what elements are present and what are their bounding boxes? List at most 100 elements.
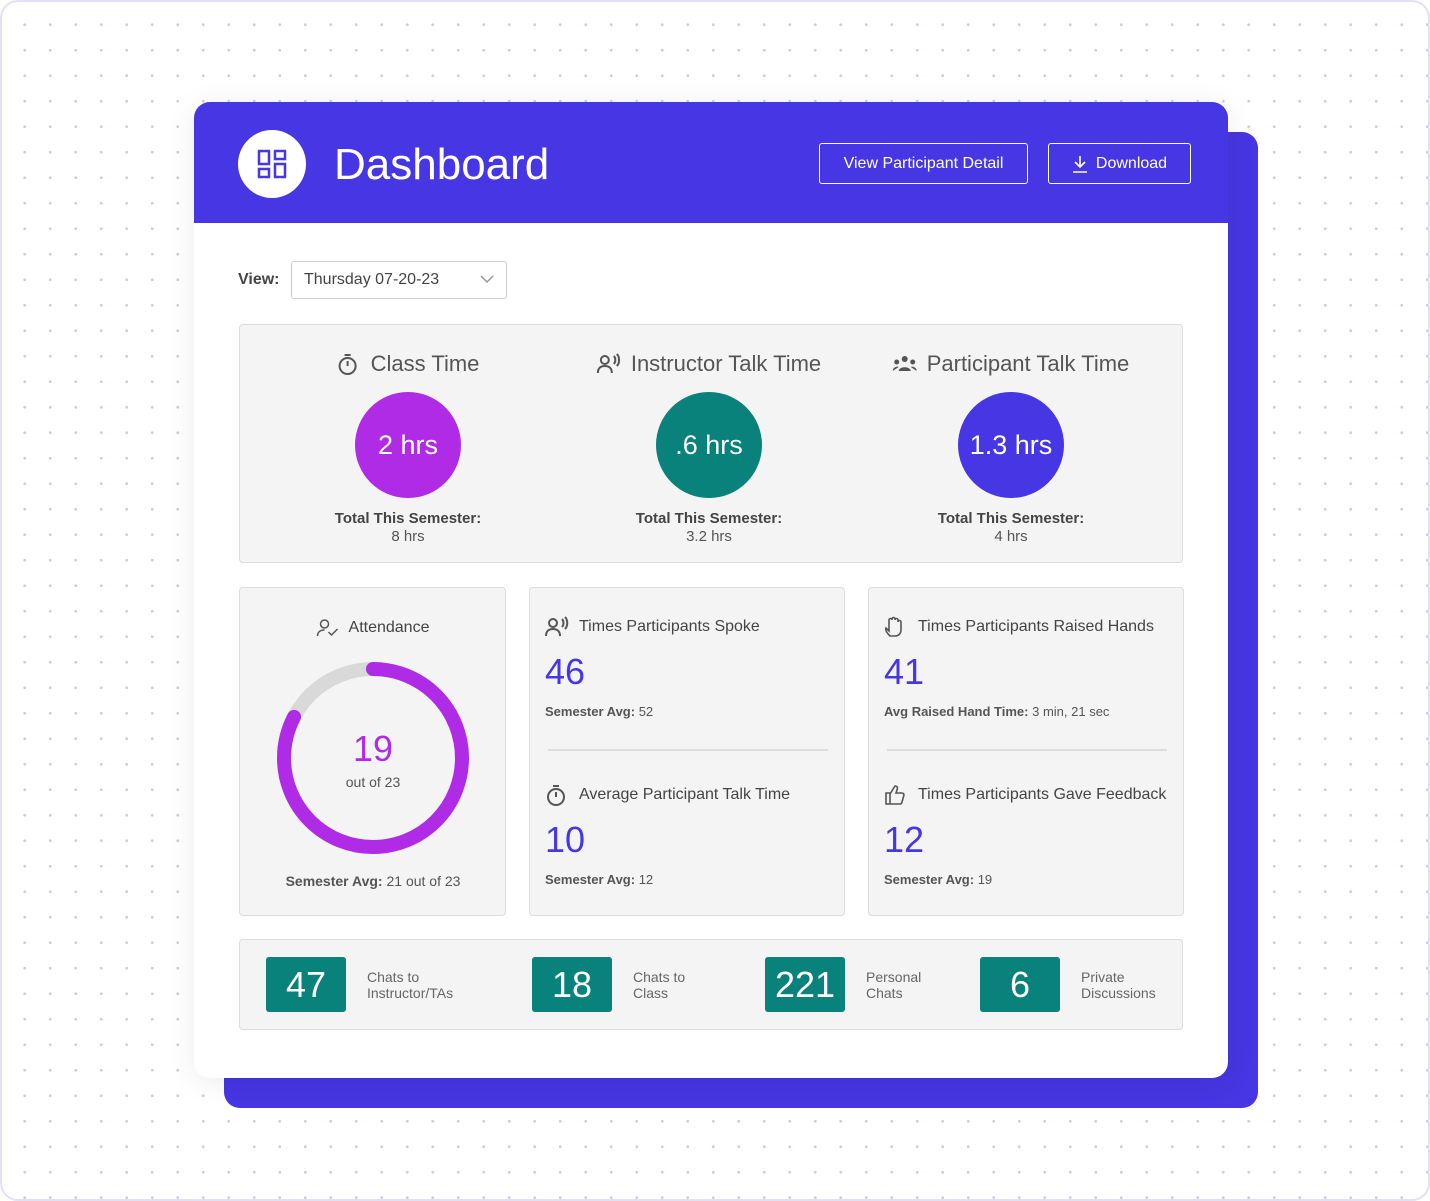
attendance-panel: Attendance 19 out of 23 Semester Avg: 21… <box>239 587 506 916</box>
label-line: Class <box>633 985 669 1001</box>
dashboard-card: Dashboard View Participant Detail Downlo… <box>194 102 1228 1078</box>
divider <box>887 749 1167 751</box>
title-text: Instructor Talk Time <box>630 351 822 376</box>
label-line: Chats <box>866 985 903 1001</box>
attendance-total: out of 23 <box>345 774 401 790</box>
note-label: Semester Avg: <box>545 872 636 887</box>
stat-value: 10 <box>545 819 586 860</box>
summary-total-label: Total This Semester: <box>937 510 1085 527</box>
label-line: Chats to <box>633 969 686 985</box>
summary-circle: .6 hrs <box>656 392 762 498</box>
dashboard-icon <box>238 130 306 198</box>
select-value: Thursday 07-20-23 <box>304 271 440 288</box>
icon <box>892 356 917 371</box>
count-value: 6 <box>1009 963 1031 1005</box>
attendance-ring <box>277 662 469 854</box>
chat-count: 221 <box>765 957 845 1012</box>
stat-note: Avg Raised Hand Time: 3 min, 21 sec <box>884 704 1109 719</box>
summary-circle: 1.3 hrs <box>958 392 1064 498</box>
button-label: Download <box>1095 154 1168 172</box>
chat-count: 47 <box>266 957 346 1012</box>
download-icon <box>1072 155 1087 173</box>
summary-total: 8 hrs <box>391 528 425 545</box>
label-line: Private <box>1081 969 1125 985</box>
note-label: Semester Avg: <box>884 872 975 887</box>
title-text: Times Participants Spoke <box>579 618 760 635</box>
stat-title: Times Participants Spoke <box>545 616 760 638</box>
stat-title: Times Participants Raised Hands <box>884 616 1154 638</box>
stat-title: Times Participants Gave Feedback <box>884 784 1166 806</box>
title-text: Participant Talk Time <box>926 351 1130 376</box>
summary-panel: Class Time 2 hrs Total This Semester: 8 hrs… <box>239 324 1183 563</box>
chat-count: 6 <box>980 957 1060 1012</box>
summary-total-label: Total This Semester: <box>334 510 482 527</box>
count-value: 47 <box>285 963 327 1005</box>
attendance-icon <box>316 619 339 637</box>
stat-note: Semester Avg: 19 <box>884 872 992 887</box>
header: Dashboard View Participant Detail Downlo… <box>194 102 1228 223</box>
note-label: Avg Raised Hand Time: <box>884 704 1029 719</box>
chat-label: Chats to Instructor/TAs <box>367 969 453 1001</box>
icon <box>885 785 905 805</box>
attendance-title: Attendance <box>316 618 430 638</box>
summary-value: 1.3 hrs <box>969 429 1053 460</box>
chat-count: 18 <box>532 957 612 1012</box>
summary-circle: 2 hrs <box>355 392 461 498</box>
page-title: Dashboard <box>334 140 550 189</box>
attendance-arc <box>277 662 469 854</box>
stat-note: Semester Avg: 52 <box>545 704 653 719</box>
label-line: Personal <box>866 969 922 985</box>
title-text: Times Participants Gave Feedback <box>918 786 1167 803</box>
chats-panel: 47 Chats to Instructor/TAs 18 Chats to Class 2… <box>239 939 1183 1030</box>
participant-detail-button[interactable]: View Participant Detail <box>819 143 1028 184</box>
speaking-panel: Times Participants Spoke 46 Semester Avg: … <box>529 587 845 916</box>
note-value: 12 <box>638 872 654 887</box>
title-text: Class Time <box>370 351 480 376</box>
label-line: Instructor/TAs <box>367 985 454 1001</box>
title-text: Times Participants Raised Hands <box>918 618 1154 635</box>
stat-title: Average Participant Talk Time <box>545 784 790 806</box>
icon <box>338 354 357 375</box>
stat-value: 12 <box>884 819 925 860</box>
title-text: Average Participant Talk Time <box>579 786 791 803</box>
summary-total: 4 hrs <box>994 528 1028 545</box>
chevron <box>480 275 494 284</box>
divider <box>548 749 828 751</box>
chat-label: Chats to Class <box>633 969 685 1001</box>
count-value: 18 <box>551 963 593 1005</box>
summary-value: .6 hrs <box>675 429 743 460</box>
download-button[interactable]: Download <box>1048 143 1191 184</box>
icon <box>884 616 902 637</box>
summary-value: 2 hrs <box>377 429 439 460</box>
date-select[interactable]: Thursday 07-20-23 <box>291 261 507 299</box>
title-text: Attendance <box>348 619 430 636</box>
label-line: Discussions <box>1081 985 1156 1001</box>
avg-value: 21 out of 23 <box>386 873 461 889</box>
stat-note: Semester Avg: 12 <box>545 872 653 887</box>
attendance-average: Semester Avg: 21 out of 23 <box>286 873 461 889</box>
summary-total-label: Total This Semester: <box>635 510 783 527</box>
summary-title: Participant Talk Time <box>892 351 1130 377</box>
summary-total: 3.2 hrs <box>686 528 732 545</box>
chat-label: Personal Chats <box>866 969 921 1001</box>
note-value: 52 <box>638 704 654 719</box>
summary-title: Class Time <box>337 351 480 377</box>
icon <box>545 616 569 637</box>
stat-value: 41 <box>884 651 925 692</box>
note-value: 19 <box>977 872 993 887</box>
button-label: View Participant Detail <box>843 154 1004 172</box>
icon <box>596 353 621 374</box>
label-line: Chats to <box>367 969 420 985</box>
avg-label: Semester Avg: <box>285 873 383 889</box>
attendance-value: 19 <box>352 728 394 769</box>
chat-label: Private Discussions <box>1081 969 1156 1001</box>
stat-value: 46 <box>545 651 586 692</box>
hands-panel: Times Participants Raised Hands 41 Avg Rai… <box>868 587 1184 916</box>
view-label: View: <box>238 271 280 288</box>
note-value: 3 min, 21 sec <box>1032 704 1110 719</box>
note-label: Semester Avg: <box>545 704 636 719</box>
summary-title: Instructor Talk Time <box>596 351 822 377</box>
icon <box>547 785 565 806</box>
count-value: 221 <box>774 963 836 1005</box>
